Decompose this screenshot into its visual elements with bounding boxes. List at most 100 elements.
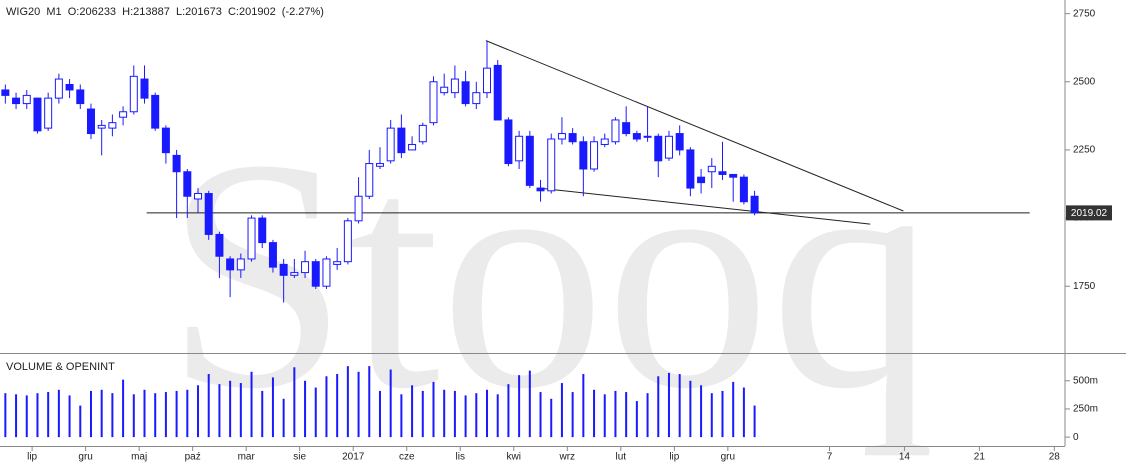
x-tick-label: cze [399, 452, 415, 463]
candle-body [268, 242, 277, 268]
candle-body [397, 127, 406, 154]
trendline [539, 187, 871, 225]
volume-bar [271, 377, 274, 438]
candle-body [600, 138, 609, 145]
candle-body [557, 133, 566, 140]
candle-body [386, 127, 395, 162]
volume-bar [539, 392, 542, 438]
y-tick-label: 500m [1073, 375, 1098, 386]
candle-body [547, 138, 556, 192]
volume-bar [143, 389, 146, 438]
volume-bar [421, 390, 424, 438]
volume-bar [667, 372, 670, 438]
volume-bar [389, 369, 392, 438]
candle-body [504, 119, 513, 165]
volume-bar [36, 393, 39, 438]
volume-bar [207, 374, 210, 438]
candle-body [301, 261, 310, 274]
candle-body [739, 176, 748, 203]
candle-body [44, 97, 53, 129]
x-tick-label: 28 [1049, 452, 1061, 463]
candle-body [54, 78, 63, 99]
candle-body [375, 163, 384, 167]
candle-body [311, 261, 320, 287]
candle-body [515, 135, 524, 162]
volume-bar [507, 384, 510, 438]
volume-bar [411, 385, 414, 438]
volume-bar [518, 375, 521, 438]
volume-bar [282, 398, 285, 438]
volume-bar [593, 389, 596, 438]
volume-bar [122, 379, 125, 438]
candle-body [343, 220, 352, 263]
x-tick-label: wrz [559, 452, 576, 463]
x-tick-label: lip [27, 452, 37, 463]
candle-body [525, 135, 534, 186]
y-tick-label: 2750 [1073, 8, 1096, 19]
candle-body [140, 78, 149, 99]
volume-bar [293, 367, 296, 438]
y-tick-label: 0 [1073, 432, 1079, 443]
candle-body [718, 171, 727, 175]
candle-body [161, 127, 170, 154]
volume-bar [710, 393, 713, 438]
trendline [485, 40, 904, 212]
volume-bar [25, 395, 28, 438]
x-tick-label: paź [185, 452, 201, 463]
candle-body [204, 193, 213, 235]
candle-body [76, 89, 85, 105]
candle-body [654, 135, 663, 162]
volume-bar [250, 371, 253, 438]
volume-bar [15, 394, 18, 438]
candle-body [365, 163, 374, 197]
candle-body [408, 143, 417, 151]
last-price-box [1066, 205, 1112, 221]
volume-bar [432, 381, 435, 438]
candle-body [697, 176, 706, 184]
volume-bar [614, 390, 617, 438]
x-tick-label: lip [669, 452, 679, 463]
candle-body [568, 133, 577, 143]
volume-bar [657, 376, 660, 438]
x-tick-label: 7 [827, 452, 833, 463]
volume-bar [560, 383, 563, 438]
candle-body [632, 133, 641, 140]
candle-body [172, 154, 181, 173]
candle-body [247, 217, 256, 260]
candle-body [258, 217, 267, 244]
x-tick-label: mar [238, 452, 256, 463]
x-tick-label: gru [78, 452, 92, 463]
volume-bar [742, 387, 745, 438]
candle-body [418, 124, 427, 143]
volume-bar [314, 387, 317, 438]
candle-body [108, 122, 117, 129]
volume-bar [700, 385, 703, 438]
volume-bar [68, 395, 71, 438]
volume-bar [678, 374, 681, 438]
candle-body [622, 122, 631, 135]
volume-bar [646, 393, 649, 438]
candle-body [279, 263, 288, 276]
volume-bar [378, 390, 381, 438]
volume-bar [89, 390, 92, 438]
volume-bar [111, 393, 114, 438]
volume-bar [197, 385, 200, 438]
candle-body [707, 165, 716, 173]
candle-body [322, 258, 331, 287]
y-tick-label: 1750 [1073, 281, 1096, 292]
volume-bar [496, 394, 499, 438]
volume-bar [368, 366, 371, 438]
candle-body [450, 78, 459, 94]
candle-body [643, 135, 652, 138]
candle-body [686, 149, 695, 189]
volume-bar [464, 395, 467, 438]
volume-bar [186, 389, 189, 438]
volume-bar [453, 390, 456, 438]
candle-body [183, 171, 192, 197]
volume-bar [154, 393, 157, 438]
candle-body [236, 258, 245, 271]
volume-bar [325, 376, 328, 438]
volume-bar [346, 366, 349, 438]
volume-title: VOLUME & OPENINT [6, 361, 115, 373]
